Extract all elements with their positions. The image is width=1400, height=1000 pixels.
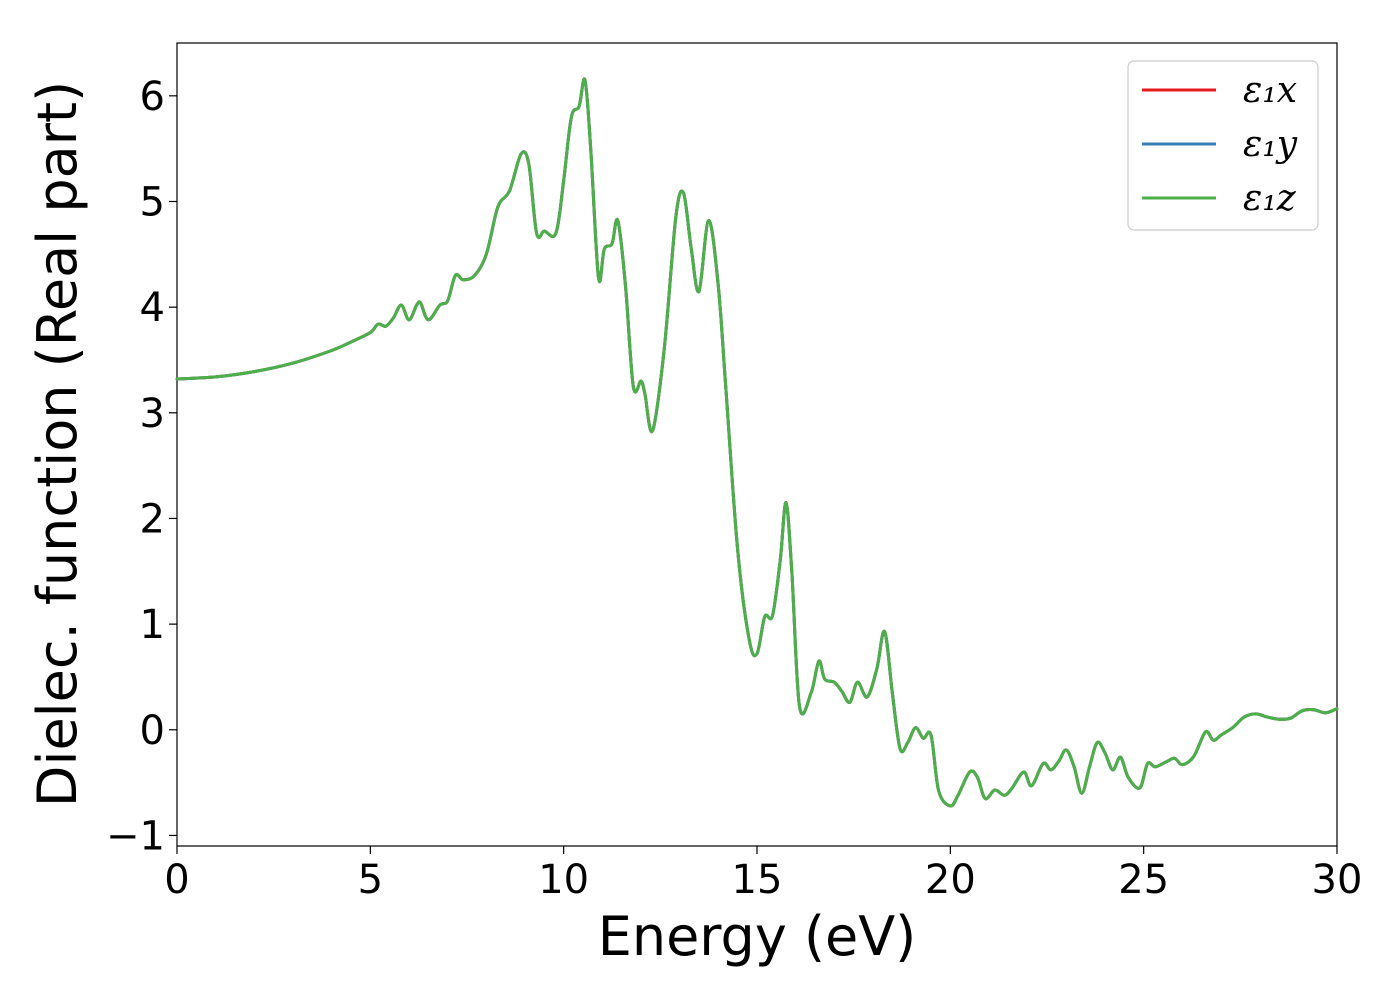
x-tick-label: 10 (538, 857, 589, 903)
y-tick-label: −1 (106, 813, 165, 859)
x-tick-label: 25 (1118, 857, 1169, 903)
x-tick-label: 15 (732, 857, 783, 903)
series-layer (175, 77, 1339, 808)
legend-label: ε₁y (1243, 124, 1298, 165)
y-axis-ticks: −1 0 1 2 3 4 5 6 (106, 74, 177, 859)
y-tick-label: 5 (140, 179, 165, 225)
series-line-3 (175, 77, 1339, 808)
x-axis-title: Energy (eV) (598, 905, 917, 968)
legend-label: ε₁x (1243, 70, 1297, 111)
x-tick-label: 20 (925, 857, 976, 903)
y-tick-label: 4 (140, 285, 165, 331)
x-tick-label: 0 (164, 857, 189, 903)
y-tick-label: 6 (140, 74, 165, 120)
y-tick-label: 0 (140, 708, 165, 754)
y-axis-title: Dielec. function (Real part) (26, 81, 89, 807)
x-tick-label: 30 (1312, 857, 1363, 903)
y-tick-label: 2 (140, 496, 165, 542)
legend: ε₁x ε₁y ε₁z (1127, 60, 1319, 231)
x-tick-label: 5 (358, 857, 383, 903)
y-tick-label: 1 (140, 602, 165, 648)
x-axis-ticks: 0 5 10 15 20 25 30 (164, 846, 1362, 903)
legend-box (1127, 60, 1319, 231)
legend-label: ε₁z (1243, 178, 1297, 219)
y-tick-label: 3 (140, 391, 165, 437)
